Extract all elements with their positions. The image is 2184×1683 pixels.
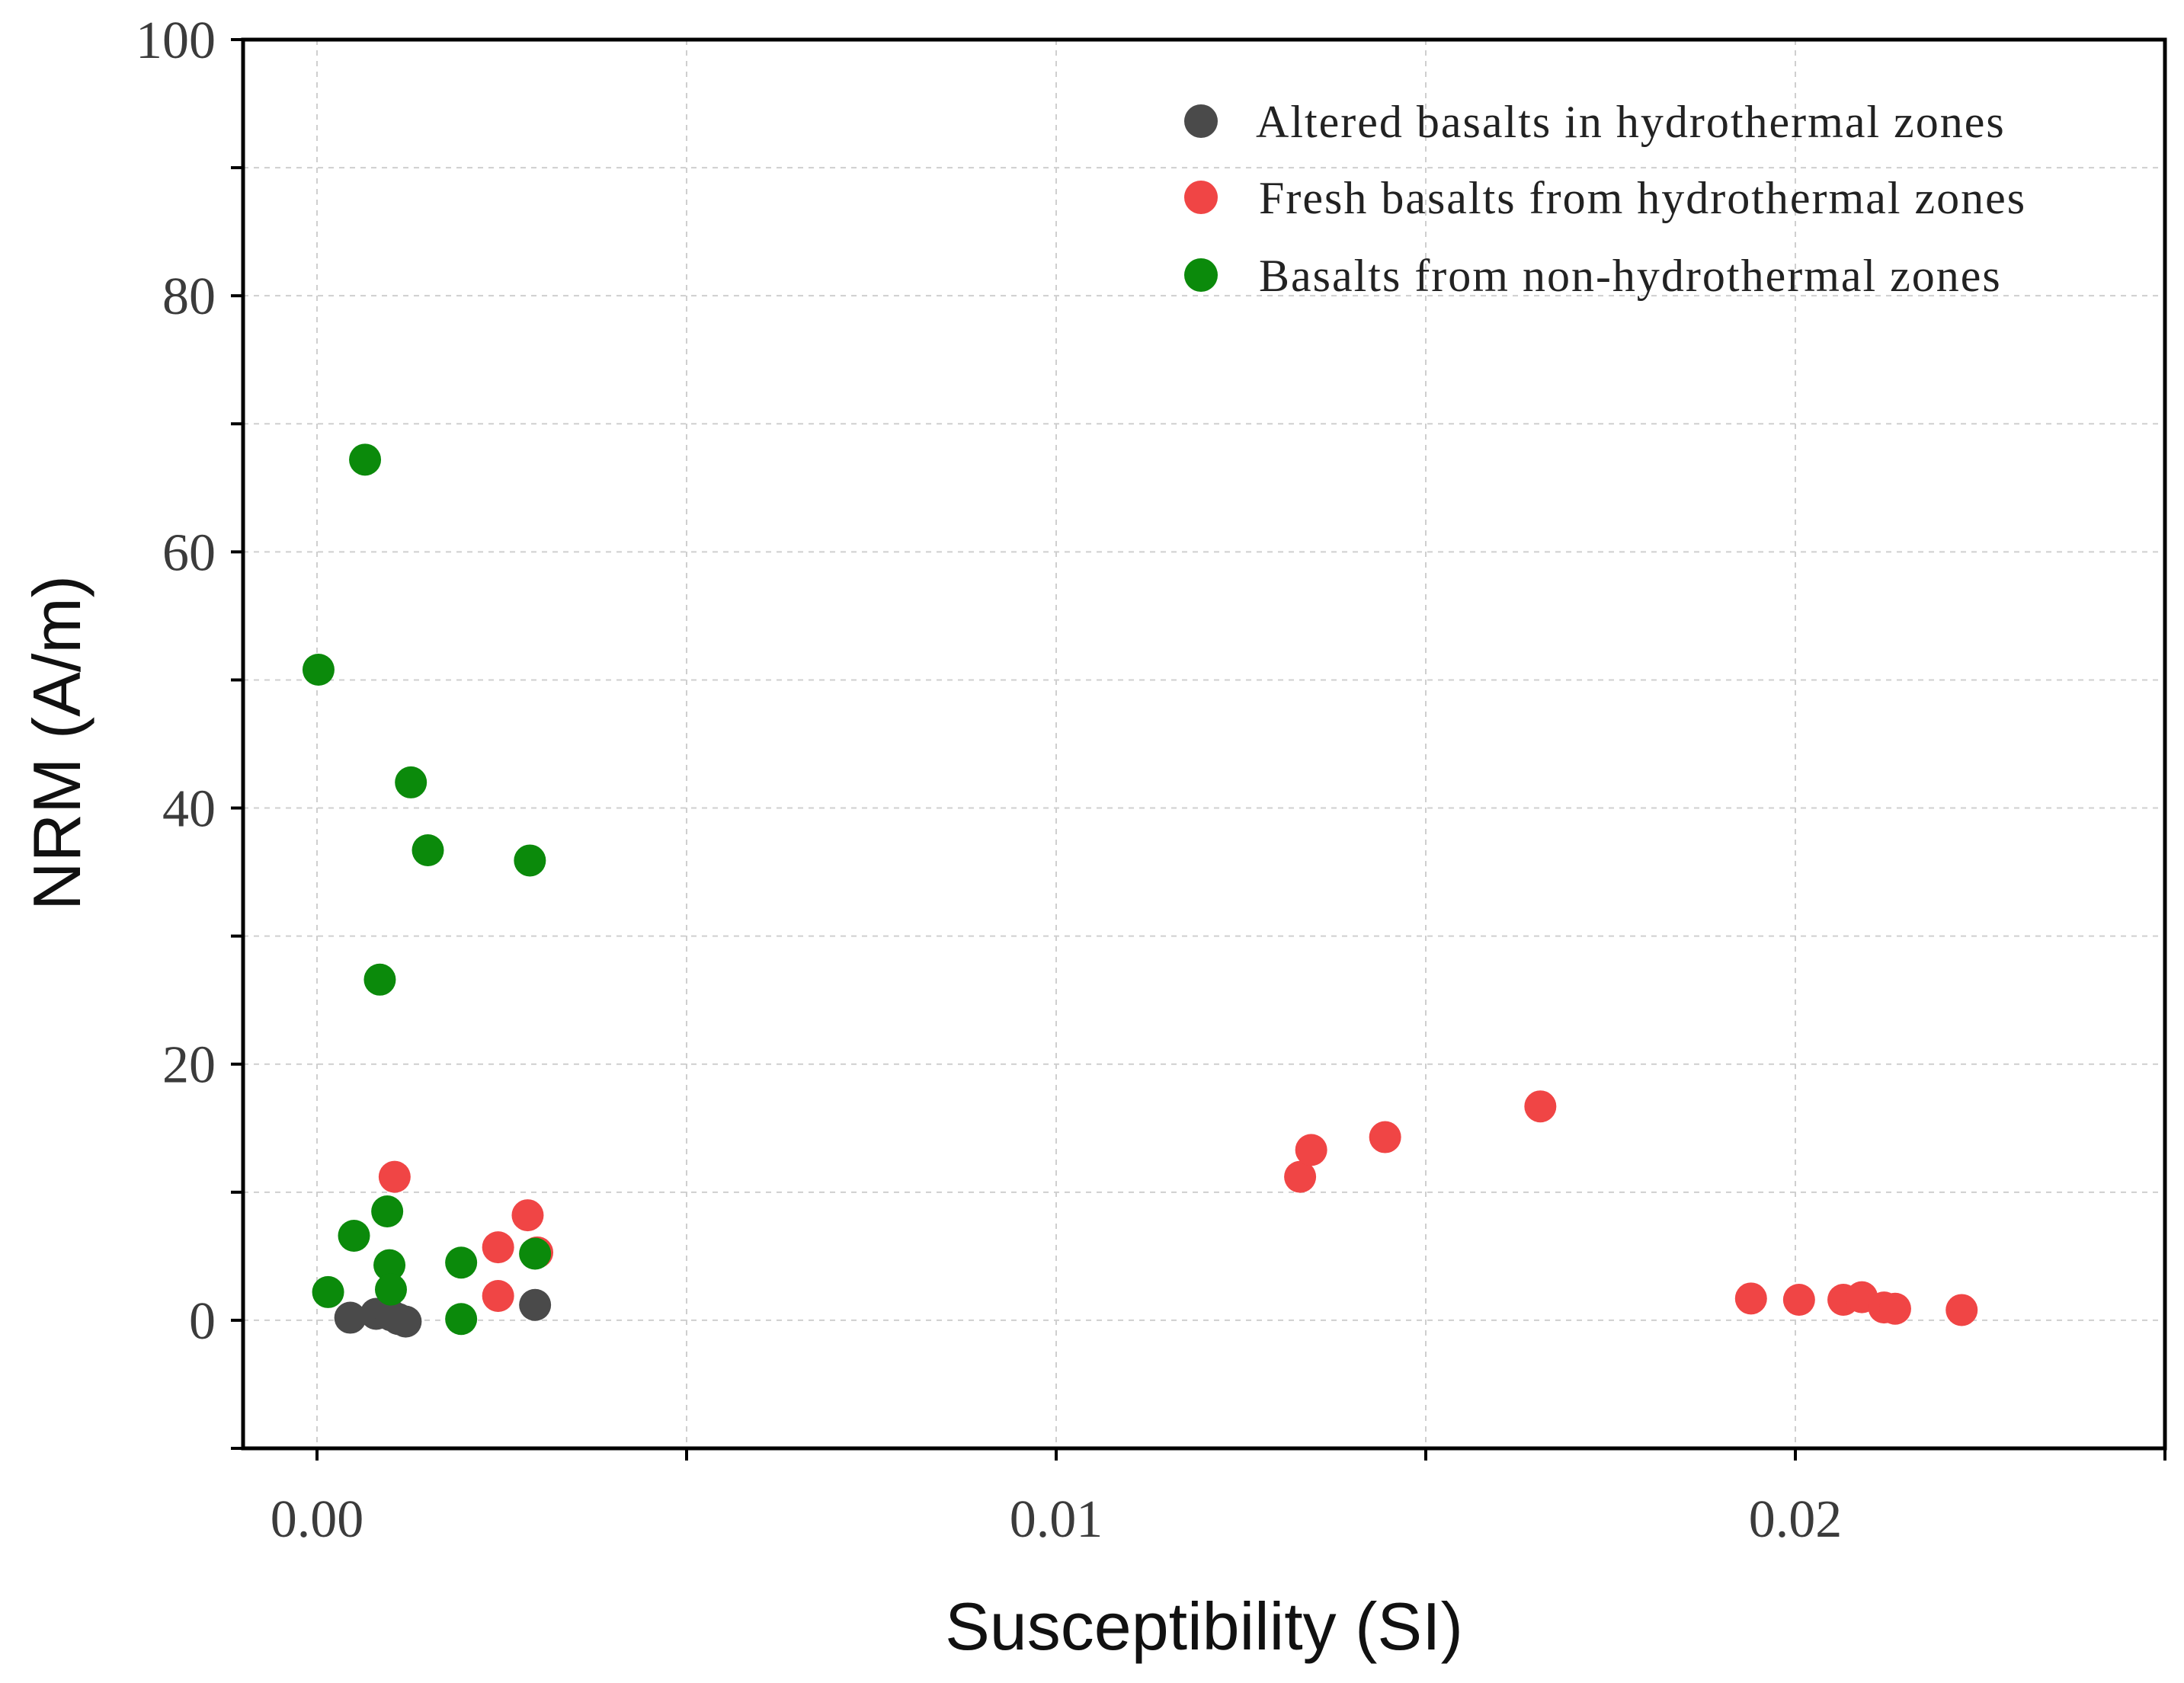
data-point	[334, 1301, 367, 1334]
x-axis-title: Susceptibility (SI)	[945, 1589, 1463, 1664]
data-point	[519, 1288, 552, 1321]
data-point	[482, 1231, 514, 1264]
data-point	[312, 1275, 344, 1308]
y-axis-title: NRM (A/m)	[19, 575, 94, 910]
x-tick-label: 0.02	[1749, 1490, 1843, 1549]
data-point	[363, 963, 396, 996]
legend-marker-fresh	[1184, 181, 1218, 214]
data-point	[395, 766, 428, 798]
data-point	[338, 1219, 370, 1252]
plot-frame	[241, 37, 2167, 1451]
legend-marker-altered	[1184, 104, 1218, 138]
legend-label-fresh: Fresh basalts from hydrothermal zones	[1259, 173, 2026, 223]
grid-lines	[243, 40, 2165, 1448]
legend-label-altered: Altered basalts in hydrothermal zones	[1256, 97, 2006, 147]
data-point	[412, 834, 444, 867]
y-tick-label: 40	[162, 780, 216, 839]
data-points	[302, 443, 1978, 1338]
data-point	[514, 844, 546, 877]
data-point	[302, 654, 335, 686]
x-tick-label: 0.01	[1010, 1490, 1103, 1549]
y-tick-label: 0	[189, 1292, 216, 1351]
data-point	[482, 1279, 514, 1312]
tick-labels: 0.00 0.01 0.02 0 20 40 60 80 100	[136, 11, 1842, 1549]
data-point	[378, 1160, 411, 1193]
data-point	[1524, 1090, 1557, 1123]
data-point	[1782, 1284, 1815, 1317]
data-point	[349, 443, 382, 476]
data-point	[511, 1199, 544, 1232]
data-point	[445, 1246, 478, 1279]
data-point	[1878, 1292, 1911, 1325]
data-point	[1734, 1282, 1767, 1315]
data-point	[519, 1237, 552, 1270]
data-point	[371, 1195, 404, 1228]
data-point	[1284, 1160, 1317, 1193]
y-tick-label: 80	[162, 267, 216, 326]
x-tick-label: 0.00	[271, 1490, 364, 1549]
data-point	[445, 1303, 478, 1336]
data-point	[1369, 1121, 1401, 1153]
legend-label-non-hydrothermal: Basalts from non-hydrothermal zones	[1259, 251, 2002, 301]
y-tick-label: 20	[162, 1036, 216, 1095]
data-point	[1295, 1134, 1327, 1166]
y-tick-label: 60	[162, 523, 216, 582]
legend: Altered basalts in hydrothermal zones Fr…	[1184, 97, 2026, 301]
data-point	[373, 1249, 406, 1281]
legend-marker-non-hydrothermal	[1184, 258, 1218, 292]
data-point	[375, 1273, 407, 1306]
y-tick-label: 100	[136, 11, 216, 70]
data-point	[389, 1305, 422, 1338]
axis-ticks	[231, 38, 2166, 1461]
data-point	[1945, 1294, 1978, 1326]
